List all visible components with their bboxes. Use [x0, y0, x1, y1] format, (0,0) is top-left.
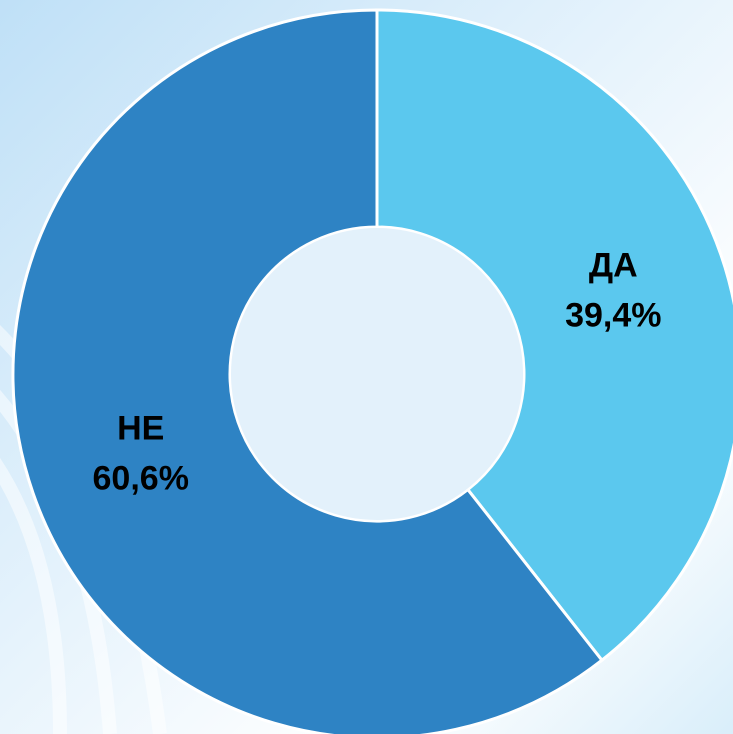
slice-label: НЕ — [117, 410, 164, 448]
value-label: 60,6% — [93, 460, 189, 498]
value-label: 39,4% — [565, 296, 661, 334]
donut-hole — [231, 228, 523, 520]
donut-slice — [375, 8, 733, 663]
donut-slice — [11, 8, 605, 734]
slice-label: ДА — [589, 246, 638, 284]
